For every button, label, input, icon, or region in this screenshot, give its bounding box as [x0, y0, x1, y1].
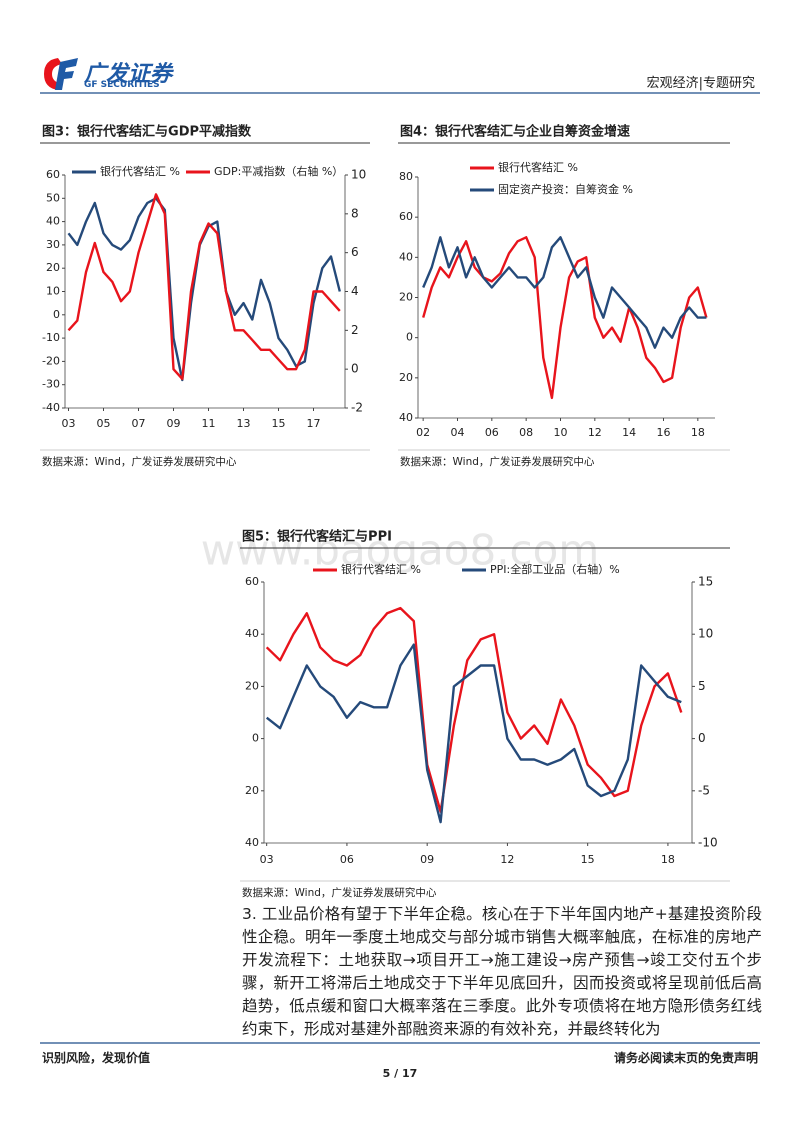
legend-label: 银行代客结汇 % [341, 562, 421, 576]
y-tick-label: 20 [46, 261, 60, 274]
y2-tick-label: 10 [698, 627, 713, 641]
y-tick-label: 40 [245, 627, 259, 640]
footer-disclaimer: 请务必阅读末页的免责声明 [613, 1051, 758, 1065]
y-tick-label: 0 [406, 331, 413, 344]
x-tick-label: 06 [485, 426, 499, 439]
brand: 广发证券 [84, 62, 173, 87]
x-tick-label: 18 [661, 853, 675, 866]
y2-tick-label: -5 [698, 783, 710, 797]
y-tick-label: 30 [46, 238, 60, 251]
legend-label: 银行代客结汇 % [100, 164, 180, 178]
y-tick-label: 20 [399, 291, 413, 304]
y2-tick-label: -10 [698, 836, 718, 850]
x-tick-label: 09 [167, 417, 181, 430]
x-tick-label: 05 [97, 417, 111, 430]
series-line [265, 606, 683, 813]
x-tick-label: 15 [272, 417, 286, 430]
x-tick-label: 07 [132, 417, 146, 430]
y-tick-label: 40 [399, 250, 413, 263]
legend-label: GDP:平减指数（右轴 %） [214, 164, 343, 178]
x-tick-label: 09 [420, 853, 434, 866]
y-tick-label: 0 [252, 732, 259, 745]
series-line [67, 193, 341, 381]
y-tick-label: 20 [245, 784, 259, 797]
y-tick-label: 10 [46, 285, 60, 298]
x-tick-label: 15 [581, 853, 595, 866]
y-tick-label: -30 [42, 378, 60, 391]
x-tick-label: 08 [519, 426, 533, 439]
legend-label: 银行代客结汇 % [498, 160, 578, 174]
x-tick-label: 17 [307, 417, 321, 430]
x-tick-label: 11 [202, 417, 216, 430]
y-tick-label: 40 [245, 836, 259, 849]
x-tick-label: 02 [416, 426, 430, 439]
y2-tick-label: 0 [698, 731, 706, 745]
y2-tick-label: 4 [351, 284, 359, 298]
y2-tick-label: 15 [698, 575, 713, 589]
y-tick-label: -40 [42, 401, 60, 414]
series-line [422, 236, 708, 400]
y2-tick-label: 6 [351, 245, 359, 259]
y-tick-label: 20 [399, 371, 413, 384]
figure-source: 数据来源：Wind，广发证券发展研究中心 [242, 886, 437, 899]
x-tick-label: 14 [622, 426, 636, 439]
y-tick-label: 60 [245, 575, 259, 588]
y-tick-label: -10 [42, 331, 60, 344]
x-tick-label: 13 [237, 417, 251, 430]
legend-label: 固定资产投资：自筹资金 % [498, 182, 633, 196]
footer-slogan: 识别风险，发现价值 [42, 1051, 151, 1065]
section: 宏观经济|专题研究 [646, 76, 755, 91]
x-tick-label: 03 [260, 853, 274, 866]
logo-f [55, 58, 78, 90]
y2-tick-label: 5 [698, 679, 706, 693]
x-tick-label: 12 [500, 853, 514, 866]
y2-tick-label: 10 [351, 168, 366, 182]
y-tick-label: 60 [399, 210, 413, 223]
x-tick-label: 16 [656, 426, 670, 439]
x-tick-label: 12 [588, 426, 602, 439]
figure-source: 数据来源：Wind，广发证券发展研究中心 [42, 455, 237, 468]
y-tick-label: 0 [53, 308, 60, 321]
x-tick-label: 06 [340, 853, 354, 866]
brand-en: GF SECURITIES [84, 80, 160, 90]
logo-arc [44, 58, 62, 90]
x-tick-label: 04 [450, 426, 464, 439]
x-tick-label: 03 [62, 417, 76, 430]
logo [44, 58, 78, 90]
x-tick-label: 18 [691, 426, 705, 439]
legend-label: PPI:全部工业品（右轴）% [490, 562, 620, 576]
series-line [67, 197, 341, 382]
y-tick-label: 20 [245, 679, 259, 692]
y-tick-label: 40 [46, 215, 60, 228]
x-tick-label: 10 [553, 426, 567, 439]
y2-tick-label: 8 [351, 206, 359, 220]
y-tick-label: 60 [46, 168, 60, 181]
page-number: 5 / 17 [382, 1067, 418, 1080]
series-line [265, 643, 682, 824]
y-tick-label: 40 [399, 411, 413, 424]
y2-tick-label: 2 [351, 323, 359, 337]
body-paragraph: 3. 工业品价格有望于下半年企稳。核心在于下半年国内地产+基建投资阶段性企稳。明… [242, 905, 762, 1038]
watermark: www.baogao8.com [201, 526, 600, 575]
y-tick-label: -20 [42, 354, 60, 367]
y2-tick-label: 0 [351, 362, 359, 376]
y2-tick-label: -2 [351, 401, 363, 415]
figure-title: 图4：银行代客结汇与企业自筹资金增速 [400, 124, 630, 140]
figure-title: 图3：银行代客结汇与GDP平减指数 [42, 124, 252, 140]
series-line [422, 236, 707, 349]
y-tick-label: 50 [46, 191, 60, 204]
y-tick-label: 80 [399, 170, 413, 183]
figure-source: 数据来源：Wind，广发证券发展研究中心 [400, 455, 595, 468]
figure-title: 图5：银行代客结汇与PPI [242, 529, 392, 545]
